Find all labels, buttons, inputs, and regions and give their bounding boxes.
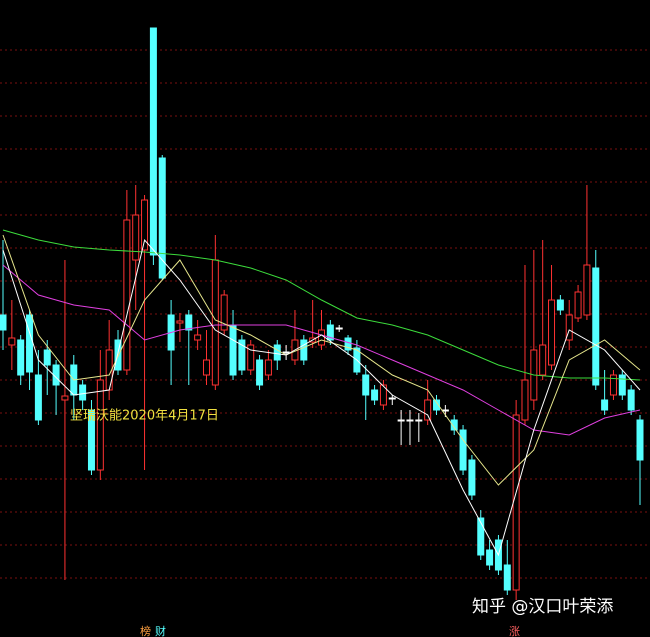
candle-body [459,429,467,471]
bottom-tag: 财 [155,624,166,637]
candle-body [450,419,458,431]
bottom-tag: 榜 [140,624,151,637]
candle-body [141,199,149,251]
candle-body [300,339,308,361]
candle-body [176,320,184,324]
candle-body [565,314,573,341]
candle-body [8,337,16,346]
candle-body [574,291,582,319]
candle-body [96,379,104,471]
candle-body [627,389,635,411]
candle-body [149,27,157,256]
ma-lines [2,229,641,557]
candle-body [601,399,609,411]
candle-body [468,459,476,496]
candle-body [441,409,449,412]
candle-body [87,409,95,471]
candle-body [433,399,441,411]
candle-body [618,374,626,396]
annotation: 坚瑞沃能2020年4月17日 [70,409,219,424]
candle-body [185,314,193,331]
candle-body [388,397,396,400]
candle-body [326,324,334,341]
candle-body [220,294,228,331]
candle-body [264,359,272,376]
candle-body [486,549,494,566]
candle-body [123,219,131,371]
candle-body [424,399,432,421]
candle-body [132,214,140,261]
candle-body [0,314,7,331]
candle-body [371,389,379,401]
candle-body [362,374,370,396]
candle-body [548,299,556,366]
candle-body [202,359,210,376]
ma-line [2,234,641,486]
candle-body [512,414,520,591]
candle-body [318,329,325,346]
candle-body [636,419,644,461]
ma-line [2,229,641,381]
candle-body [256,359,264,386]
candle-body [583,264,591,316]
ma-line [2,238,641,557]
candle-body [17,339,25,376]
candle-body [592,267,600,386]
watermark: 知乎 @汉口叶荣添 [472,597,613,617]
candle-body [238,339,246,371]
candle-body [194,334,202,341]
candle-body [247,344,255,371]
candle-body [521,379,529,421]
candle-body [158,157,166,279]
candle-body [477,517,485,556]
candle-body [229,324,237,376]
candle-body [344,337,352,351]
candle-body [211,259,219,386]
candle-body [609,374,617,396]
candle-body [539,344,547,376]
candle-body [43,349,51,366]
candle-body [406,419,414,422]
candle-body [397,419,405,422]
candle-body [26,314,34,373]
candle-body [34,374,42,421]
candle-body [61,395,69,401]
bottom-tag: 涨 [509,625,520,637]
candle-body [556,299,564,311]
candle-body [415,419,423,422]
candle-body [114,339,122,371]
candle-body [379,384,387,406]
candle-body [79,384,87,401]
grid [0,49,650,579]
candle-body [503,564,511,591]
candle-body [282,351,290,354]
candle-body [335,327,343,330]
candle-body [273,344,281,361]
